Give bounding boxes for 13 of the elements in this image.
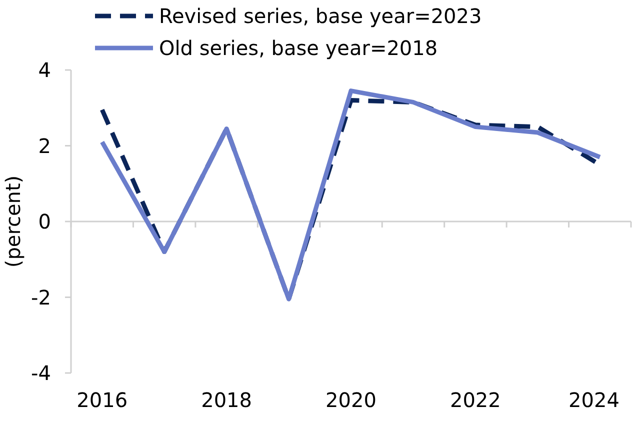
- x-tick-label: 2016: [76, 388, 128, 412]
- x-tick-label: 2024: [568, 388, 620, 412]
- y-tick-label: 0: [38, 210, 51, 234]
- x-tick-label: 2020: [326, 388, 376, 412]
- y-tick-label: 2: [38, 134, 51, 158]
- legend-label: Revised series, base year=2023: [159, 4, 482, 28]
- x-tick-label: 2018: [201, 388, 252, 412]
- y-tick-label: -2: [31, 285, 51, 310]
- x-tick-label: 2022: [450, 388, 501, 412]
- y-axis-title: (percent): [1, 175, 25, 268]
- legend-label: Old series, base year=2018: [159, 36, 438, 60]
- y-tick-label: 4: [38, 58, 51, 82]
- y-tick-label: -4: [31, 361, 51, 385]
